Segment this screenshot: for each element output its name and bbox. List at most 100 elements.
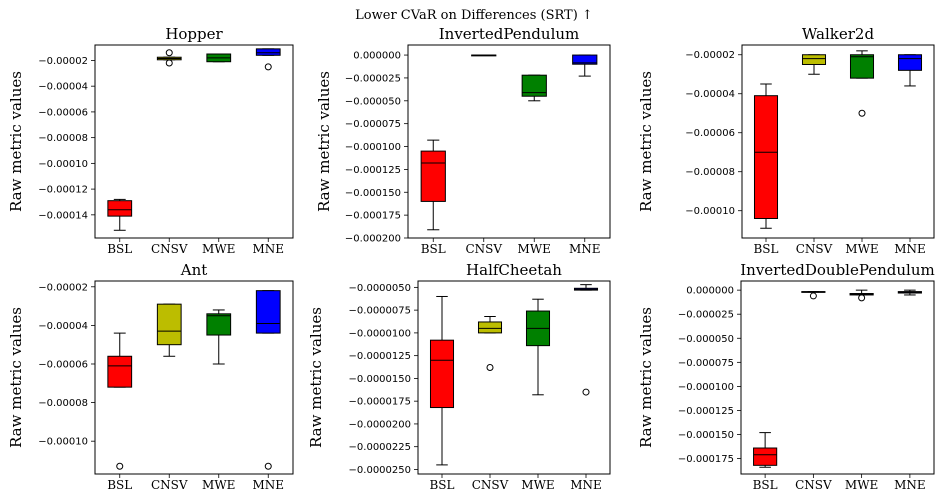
- y-tick-label: −0.0000075: [349, 306, 411, 317]
- box-cnsv: [477, 316, 503, 371]
- y-tick-label: −0.000175: [345, 211, 401, 222]
- panel-title: Walker2d: [802, 25, 875, 43]
- panel-title: InvertedPendulum: [439, 25, 580, 43]
- y-axis-label: Raw metric values: [315, 71, 333, 212]
- outlier-point: [165, 49, 173, 57]
- box-mne: [255, 290, 281, 470]
- y-tick-label: −0.000175: [678, 454, 734, 465]
- y-tick-label: −0.0000200: [349, 419, 411, 430]
- y-tick-label: −0.00006: [38, 107, 88, 118]
- box-body: [753, 95, 779, 220]
- box-cnsv: [471, 54, 497, 57]
- box-mwe: [849, 289, 874, 302]
- box-mwe: [206, 53, 232, 63]
- y-tick-label: −0.0000225: [349, 442, 411, 453]
- y-axis-label: Raw metric values: [307, 307, 325, 448]
- y-tick-label: −0.0000100: [349, 328, 411, 339]
- x-tick-label: MNE: [570, 478, 602, 492]
- figure-title: Lower CVaR on Differences (SRT) ↑: [355, 8, 593, 23]
- panel-title: Ant: [180, 261, 208, 279]
- outlier-point: [264, 462, 272, 470]
- y-tick-label: −0.00004: [38, 321, 88, 332]
- box-cnsv: [801, 291, 826, 300]
- box-body: [107, 355, 133, 388]
- panel-3: Ant Raw metric values −0.00010 −0.00008 −0.0…: [7, 261, 294, 492]
- y-tick-label: −0.000050: [678, 334, 734, 345]
- box-mne: [573, 284, 599, 396]
- y-tick-label: −0.000025: [678, 310, 734, 321]
- x-tick-label: CNSV: [151, 478, 188, 492]
- y-tick-label: −0.00004: [685, 89, 735, 100]
- x-tick-label: MWE: [202, 242, 235, 256]
- y-tick-label: −0.000100: [678, 382, 734, 393]
- x-tick-label: MWE: [845, 242, 878, 256]
- y-tick-label: 0.000000: [686, 286, 734, 297]
- box-body: [849, 54, 875, 79]
- panel-4: HalfCheetah Raw metric values −0.0000250 −0…: [307, 261, 611, 492]
- x-tick-label: MNE: [894, 242, 926, 256]
- box-mwe: [521, 74, 547, 102]
- box-body: [572, 54, 598, 65]
- x-tick-label: BSL: [421, 242, 446, 256]
- y-tick-label: −0.000125: [678, 406, 734, 417]
- axes-frame: [417, 280, 611, 475]
- panel-title: Hopper: [165, 25, 223, 43]
- box-body: [206, 313, 232, 336]
- box-mne: [255, 48, 281, 71]
- x-tick-label: CNSV: [465, 242, 502, 256]
- box-cnsv: [156, 49, 182, 67]
- panel-title: InvertedDoublePendulum: [740, 261, 935, 279]
- box-body: [156, 303, 182, 346]
- y-tick-label: −0.000100: [345, 142, 401, 153]
- box-bsl: [420, 139, 446, 231]
- y-tick-label: −0.00006: [685, 128, 735, 139]
- y-tick-label: −0.00008: [38, 398, 88, 409]
- box-body: [897, 54, 923, 71]
- box-mwe: [849, 50, 875, 117]
- box-mwe: [525, 298, 551, 396]
- box-mne: [572, 54, 598, 77]
- outlier-point: [809, 292, 817, 300]
- outlier-point: [486, 363, 494, 371]
- y-tick-label: −0.00012: [38, 185, 88, 196]
- box-bsl: [107, 332, 133, 470]
- y-tick-label: −0.000025: [345, 73, 401, 84]
- x-tick-label: CNSV: [151, 242, 188, 256]
- y-axis-label: Raw metric values: [7, 71, 25, 212]
- box-mne: [897, 289, 922, 296]
- x-tick-label: CNSV: [472, 478, 509, 492]
- y-tick-label: −0.0000050: [349, 283, 411, 294]
- axes-frame: [407, 44, 611, 239]
- y-tick-label: −0.00002: [685, 50, 735, 61]
- box-cnsv: [156, 303, 182, 357]
- outlier-point: [858, 294, 866, 302]
- x-tick-label: MWE: [521, 478, 554, 492]
- x-tick-label: MWE: [518, 242, 551, 256]
- axes-frame: [94, 44, 294, 239]
- y-tick-label: −0.000075: [345, 119, 401, 130]
- box-body: [420, 150, 446, 202]
- y-tick-label: −0.000200: [345, 234, 401, 245]
- x-tick-label: MNE: [569, 242, 601, 256]
- y-axis-label: Raw metric values: [637, 307, 655, 448]
- box-body: [107, 200, 133, 217]
- outlier-point: [116, 462, 124, 470]
- x-tick-label: MWE: [845, 478, 878, 492]
- y-tick-label: −0.0000175: [349, 397, 411, 408]
- y-tick-label: −0.000125: [345, 165, 401, 176]
- outlier-point: [858, 109, 866, 117]
- axes-frame: [740, 280, 935, 475]
- x-tick-label: CNSV: [796, 242, 833, 256]
- box-mne: [897, 54, 923, 87]
- box-bsl: [753, 432, 778, 468]
- x-tick-label: BSL: [107, 242, 132, 256]
- outlier-point: [264, 63, 272, 71]
- panel-title: HalfCheetah: [466, 261, 562, 279]
- y-axis-label: Raw metric values: [7, 307, 25, 448]
- axes-frame: [94, 280, 294, 475]
- box-body: [477, 321, 503, 334]
- panel-5: InvertedDoublePendulum Raw metric values −…: [637, 261, 935, 492]
- box-bsl: [429, 295, 455, 466]
- x-tick-label: MNE: [252, 242, 284, 256]
